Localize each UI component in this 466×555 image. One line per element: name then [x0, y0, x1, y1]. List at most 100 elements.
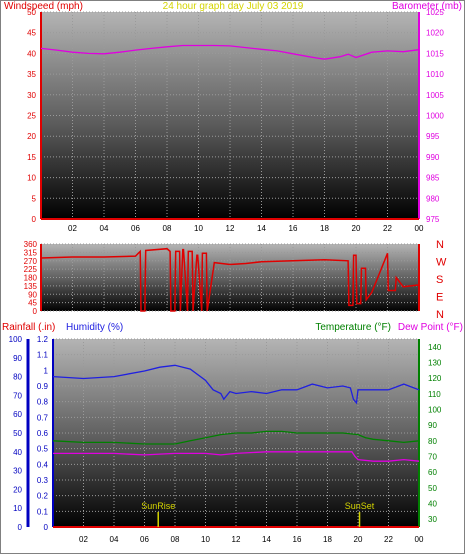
compass-label: N: [436, 239, 444, 251]
x-tick-label: 18: [320, 224, 329, 233]
x-tick-label: 20: [354, 535, 363, 544]
direction-tick-label: 0: [33, 307, 38, 316]
x-tick-label: 00: [415, 224, 424, 233]
rainfall-tick-label: 1: [44, 366, 49, 375]
compass-label: N: [436, 309, 444, 321]
x-tick-label: 12: [226, 224, 235, 233]
direction-tick-label: 360: [24, 240, 38, 249]
sun-annotations: SunRise SunSet: [141, 501, 375, 527]
dewpoint-legend-label: Dew Point (°F): [398, 322, 463, 333]
direction-tick-label: 270: [24, 257, 38, 266]
temperature-legend-label: Temperature (°F): [315, 322, 391, 333]
x-tick-label: 08: [163, 224, 172, 233]
direction-tick-label: 180: [24, 274, 38, 283]
humidity-tick-label: 90: [13, 354, 22, 363]
barometer-tick-label: 1010: [426, 70, 444, 79]
rainfall-legend-label: Rainfall (.in): [2, 322, 55, 333]
barometer-tick-label: 990: [426, 153, 440, 162]
wind-direction-series: [40, 247, 420, 312]
windspeed-tick-label: 50: [27, 8, 36, 17]
barometer-tick-label: 995: [426, 132, 440, 141]
rainfall-tick-label: 0: [44, 523, 49, 532]
compass-label: S: [436, 274, 443, 286]
rainfall-tick-label: 1.2: [37, 335, 49, 344]
temperature-tick-label: 80: [428, 437, 437, 446]
rain-humidity-temp-grid: [26, 338, 420, 528]
humidity-tick-label: 40: [13, 448, 22, 457]
rainfall-tick-label: 0.9: [37, 382, 49, 391]
barometer-tick-label: 985: [426, 174, 440, 183]
humidity-legend-label: Humidity (%): [66, 322, 123, 333]
humidity-tick-label: 10: [13, 504, 22, 513]
temperature-tick-label: 40: [428, 500, 437, 509]
x-tick-label: 04: [110, 535, 119, 544]
temperature-tick-label: 30: [428, 515, 437, 524]
x-tick-label: 14: [257, 224, 266, 233]
graph-title: 24 hour graph day July 03 2019: [163, 1, 304, 12]
wind-baro-tick-labels: 0510152025303540455097598098599099510001…: [27, 8, 444, 233]
humidity-tick-label: 0: [18, 523, 23, 532]
temperature-tick-label: 110: [428, 390, 441, 399]
rainfall-tick-label: 0.6: [37, 429, 49, 438]
rainfall-tick-label: 0.3: [37, 476, 49, 485]
barometer-tick-label: 1020: [426, 29, 444, 38]
windspeed-tick-label: 5: [32, 194, 37, 203]
barometer-tick-label: 975: [426, 215, 440, 224]
humidity-series-line: [52, 364, 420, 405]
barometer-tick-label: 1000: [426, 112, 444, 121]
humidity-tick-label: 80: [13, 373, 22, 382]
x-tick-label: 12: [232, 535, 241, 544]
humidity-tick-label: 50: [13, 429, 22, 438]
windspeed-tick-label: 30: [27, 91, 36, 100]
x-tick-label: 18: [323, 535, 332, 544]
humidity-tick-label: 100: [9, 335, 23, 344]
barometer-tick-label: 1015: [426, 49, 444, 58]
humidity-tick-label: 30: [13, 467, 22, 476]
windspeed-tick-label: 20: [27, 132, 36, 141]
x-tick-label: 14: [262, 535, 271, 544]
direction-tick-label: 45: [28, 299, 37, 308]
x-tick-label: 22: [383, 224, 392, 233]
rainfall-tick-label: 0.1: [37, 507, 49, 516]
temperature-tick-label: 60: [428, 468, 437, 477]
humidity-tick-label: 70: [13, 391, 22, 400]
x-tick-label: 10: [194, 224, 203, 233]
sunset-label: SunSet: [345, 501, 375, 511]
windspeed-tick-label: 35: [27, 70, 36, 79]
x-tick-label: 20: [352, 224, 361, 233]
wind-baro-series: [40, 44, 420, 220]
barometer-axis-title: Barometer (mb): [392, 1, 462, 12]
barometer-tick-label: 1025: [426, 8, 444, 17]
temperature-tick-label: 130: [428, 359, 442, 368]
x-tick-label: 22: [384, 535, 393, 544]
barometer-series-line: [40, 44, 420, 60]
x-tick-label: 06: [140, 535, 149, 544]
x-tick-label: 00: [415, 535, 424, 544]
compass-label: E: [436, 292, 443, 304]
windspeed-tick-label: 40: [27, 49, 36, 58]
direction-tick-label: 225: [24, 265, 38, 274]
windspeed-tick-label: 15: [27, 153, 36, 162]
x-tick-label: 08: [171, 535, 180, 544]
rainfall-tick-label: 0.4: [37, 460, 49, 469]
x-tick-label: 02: [68, 224, 77, 233]
direction-tick-label: 135: [24, 282, 38, 291]
x-tick-label: 02: [79, 535, 88, 544]
x-tick-label: 04: [100, 224, 109, 233]
x-tick-label: 06: [131, 224, 140, 233]
direction-tick-label: 90: [28, 290, 37, 299]
dewpoint-series-line: [53, 451, 420, 462]
rain-humidity-temp-tick-labels: 0 0.1 0.2 0.3 0.4 0.5 0.6 0.7 0.8 0.9 1 1.1 1.2 0 10 20…: [9, 335, 442, 544]
temperature-tick-label: 90: [428, 421, 437, 430]
windspeed-tick-label: 45: [27, 29, 36, 38]
temperature-tick-label: 120: [428, 374, 442, 383]
windspeed-tick-label: 10: [27, 174, 36, 183]
compass-label: W: [436, 257, 447, 269]
rain-humidity-temp-series: [52, 364, 420, 528]
windspeed-axis-title: Windspeed (mph): [4, 1, 83, 12]
windspeed-tick-label: 0: [32, 215, 37, 224]
